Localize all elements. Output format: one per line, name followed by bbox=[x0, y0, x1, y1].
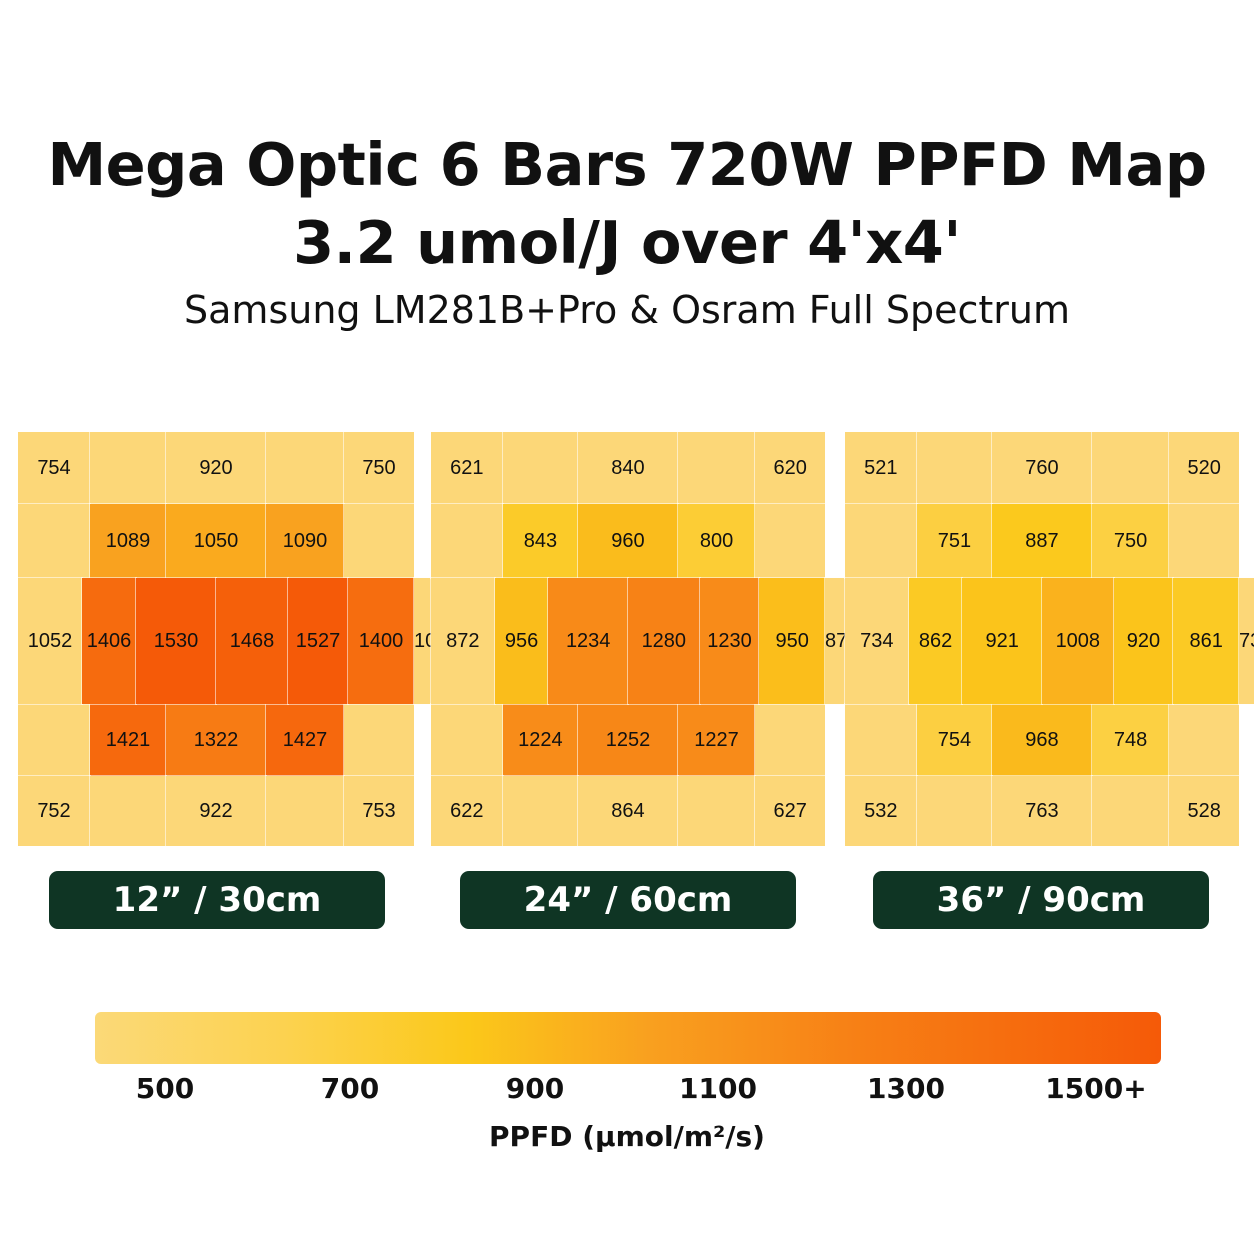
ppfd-cell: 1090 bbox=[265, 503, 345, 579]
ppfd-cell: 521 bbox=[844, 431, 918, 505]
ppfd-cell: 1224 bbox=[501, 703, 580, 777]
ppfd-cell bbox=[844, 503, 918, 579]
ppfd-cell: 920 bbox=[1112, 577, 1175, 705]
ppfd-cell: 1427 bbox=[265, 703, 345, 777]
ppfd-cell bbox=[1168, 703, 1240, 777]
ppfd-cell: 1227 bbox=[676, 703, 757, 777]
ppfd-cell: 1322 bbox=[165, 703, 267, 777]
ppfd-cell: 1468 bbox=[215, 577, 289, 705]
ppfd-map-24in: 621 840 620 843 960 800 1224 1252 1227 622 864 627 8… bbox=[430, 431, 860, 847]
ppfd-cell: 1230 bbox=[698, 577, 761, 705]
ppfd-cell: 864 bbox=[577, 775, 679, 847]
scale-unit-label: PPFD (µmol/m²/s) bbox=[489, 1120, 765, 1153]
ppfd-cell: 862 bbox=[907, 577, 964, 705]
ppfd-cell: 750 bbox=[343, 431, 415, 505]
ppfd-cell: 800 bbox=[676, 503, 757, 579]
ppfd-cell bbox=[1168, 503, 1240, 579]
ppfd-cell: 748 bbox=[1090, 703, 1171, 777]
ppfd-cell: 760 bbox=[991, 431, 1093, 505]
ppfd-cell bbox=[501, 775, 580, 847]
ppfd-cell bbox=[430, 503, 504, 579]
ppfd-cell: 1406 bbox=[81, 577, 137, 705]
ppfd-cell: 622 bbox=[430, 775, 504, 847]
ppfd-cell bbox=[501, 431, 580, 505]
ppfd-cell: 872 bbox=[430, 577, 496, 705]
ppfd-cell bbox=[915, 431, 994, 505]
height-badge-36in: 36” / 90cm bbox=[873, 871, 1209, 929]
ppfd-cell: 1252 bbox=[577, 703, 679, 777]
ppfd-cell bbox=[754, 703, 826, 777]
ppfd-cell: 1089 bbox=[89, 503, 167, 579]
ppfd-cell bbox=[89, 775, 167, 847]
ppfd-cell: 950 bbox=[758, 577, 826, 705]
scale-tick-900: 900 bbox=[505, 1072, 565, 1105]
scale-tick-700: 700 bbox=[320, 1072, 380, 1105]
ppfd-cell bbox=[89, 431, 167, 505]
ppfd-cell bbox=[17, 703, 91, 777]
ppfd-cell: 1421 bbox=[89, 703, 167, 777]
ppfd-cell bbox=[676, 431, 757, 505]
ppfd-cell: 732 bbox=[1237, 577, 1254, 705]
ppfd-cell: 753 bbox=[343, 775, 415, 847]
scale-tick-1500: 1500+ bbox=[1045, 1072, 1147, 1105]
ppfd-cell: 1527 bbox=[287, 577, 349, 705]
height-badge-24in: 24” / 60cm bbox=[460, 871, 796, 929]
chart-subtitle: Samsung LM281B+Pro & Osram Full Spectrum bbox=[184, 288, 1070, 332]
ppfd-cell: 1280 bbox=[627, 577, 701, 705]
ppfd-cell bbox=[17, 503, 91, 579]
ppfd-cell: 887 bbox=[991, 503, 1093, 579]
ppfd-cell: 1234 bbox=[547, 577, 629, 705]
scale-tick-1100: 1100 bbox=[679, 1072, 757, 1105]
ppfd-cell bbox=[676, 775, 757, 847]
ppfd-cell bbox=[343, 703, 415, 777]
ppfd-cell bbox=[265, 775, 345, 847]
ppfd-cell: 763 bbox=[991, 775, 1093, 847]
ppfd-cell bbox=[754, 503, 826, 579]
ppfd-cell: 754 bbox=[17, 431, 91, 505]
ppfd-cell: 734 bbox=[844, 577, 910, 705]
ppfd-cell bbox=[1090, 775, 1171, 847]
ppfd-cell: 1008 bbox=[1041, 577, 1115, 705]
ppfd-cell bbox=[343, 503, 415, 579]
ppfd-cell bbox=[430, 703, 504, 777]
ppfd-cell: 750 bbox=[1090, 503, 1171, 579]
scale-tick-1300: 1300 bbox=[867, 1072, 945, 1105]
ppfd-cell: 532 bbox=[844, 775, 918, 847]
ppfd-cell: 620 bbox=[754, 431, 826, 505]
ppfd-cell: 754 bbox=[915, 703, 994, 777]
ppfd-cell: 752 bbox=[17, 775, 91, 847]
ppfd-cell bbox=[915, 775, 994, 847]
ppfd-cell: 1050 bbox=[165, 503, 267, 579]
ppfd-cell: 968 bbox=[991, 703, 1093, 777]
ppfd-cell: 751 bbox=[915, 503, 994, 579]
ppfd-cell: 861 bbox=[1172, 577, 1240, 705]
ppfd-cell: 843 bbox=[501, 503, 580, 579]
chart-title: Mega Optic 6 Bars 720W PPFD Map bbox=[47, 130, 1207, 199]
ppfd-cell bbox=[265, 431, 345, 505]
ppfd-map-12in: 754 920 750 1089 1050 1090 1421 1322 1427 752 922 7… bbox=[17, 431, 460, 847]
ppfd-cell: 956 bbox=[493, 577, 550, 705]
ppfd-cell: 1530 bbox=[135, 577, 217, 705]
ppfd-map-36in: 521 760 520 751 887 750 754 968 748 532 763 528 734 8… bbox=[844, 431, 1254, 847]
ppfd-cell bbox=[844, 703, 918, 777]
height-badge-12in: 12” / 30cm bbox=[49, 871, 385, 929]
ppfd-cell: 621 bbox=[430, 431, 504, 505]
ppfd-color-scale bbox=[95, 1012, 1161, 1064]
ppfd-cell: 960 bbox=[577, 503, 679, 579]
scale-tick-500: 500 bbox=[135, 1072, 195, 1105]
ppfd-cell: 520 bbox=[1168, 431, 1240, 505]
ppfd-cell: 627 bbox=[754, 775, 826, 847]
ppfd-cell: 922 bbox=[165, 775, 267, 847]
ppfd-cell: 921 bbox=[961, 577, 1043, 705]
ppfd-cell bbox=[1090, 431, 1171, 505]
ppfd-cell: 528 bbox=[1168, 775, 1240, 847]
ppfd-cell: 920 bbox=[165, 431, 267, 505]
chart-title-line-2: 3.2 umol/J over 4'x4' bbox=[293, 208, 961, 277]
ppfd-cell: 840 bbox=[577, 431, 679, 505]
ppfd-cell: 1052 bbox=[17, 577, 83, 705]
ppfd-cell: 1400 bbox=[347, 577, 415, 705]
